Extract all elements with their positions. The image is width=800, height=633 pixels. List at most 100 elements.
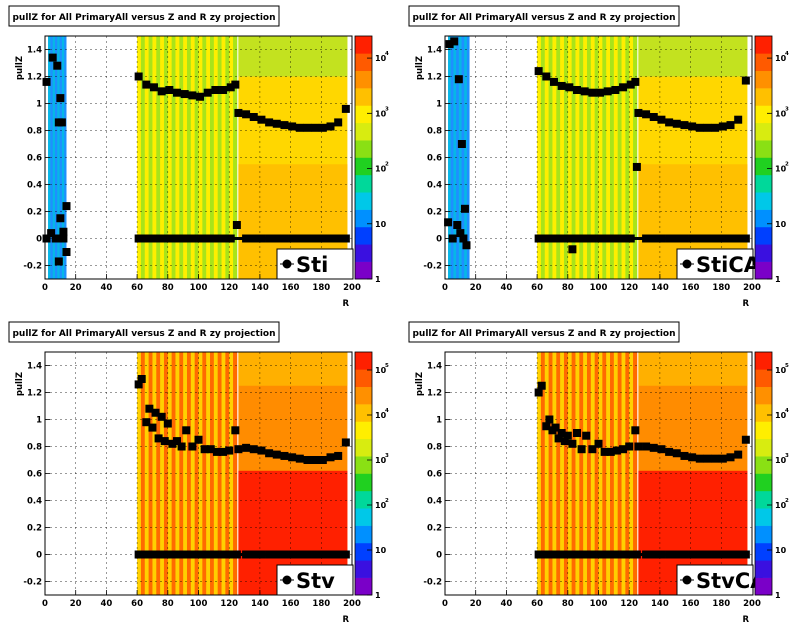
colorbar-band xyxy=(755,577,772,596)
region-stripe xyxy=(571,36,576,279)
x-tick-label: 20 xyxy=(70,283,82,293)
colorbar-label: 1 xyxy=(775,591,781,600)
data-point xyxy=(453,221,462,229)
data-point xyxy=(672,449,681,458)
colorbar-band xyxy=(755,140,772,158)
x-tick-label: 100 xyxy=(590,283,608,293)
data-point xyxy=(642,110,651,119)
title-box xyxy=(408,5,680,27)
data-point xyxy=(226,83,235,92)
region-stripe xyxy=(167,36,173,279)
region-stripe xyxy=(171,352,176,595)
colorbar-band xyxy=(355,53,372,72)
data-point xyxy=(168,439,177,448)
colorbar-band xyxy=(755,525,772,544)
data-point xyxy=(257,115,266,124)
data-point xyxy=(295,123,304,132)
data-point xyxy=(62,202,71,211)
x-tick-label: 20 xyxy=(470,599,482,609)
panel-stvca: pullZ for All PrimaryAll versus Z and R … xyxy=(408,321,789,625)
data-point xyxy=(257,446,266,455)
x-tick-label: 140 xyxy=(251,599,269,609)
y-tick-label: 0.4 xyxy=(427,181,442,191)
data-point xyxy=(145,404,154,413)
data-point xyxy=(303,123,312,132)
colorbar-label: 10 xyxy=(775,366,787,375)
region-stripe xyxy=(137,36,142,279)
colorbar-band xyxy=(355,560,372,578)
colorbar-label: 10 xyxy=(775,54,787,63)
data-point xyxy=(703,123,712,132)
y-tick-label: 0.8 xyxy=(427,127,442,137)
y-tick-label: 1.2 xyxy=(27,389,42,399)
colorbar-label: 10 xyxy=(375,165,387,174)
x-tick-label: 80 xyxy=(562,599,574,609)
data-point xyxy=(557,429,566,437)
colorbar-band xyxy=(755,542,772,561)
x-tick-label: 20 xyxy=(70,599,82,609)
colorbar-label: 1 xyxy=(775,275,781,284)
y-axis-label: pullZ xyxy=(415,372,425,396)
region-stripe xyxy=(602,36,607,279)
region-stripe xyxy=(210,36,215,279)
colorbar-label: 10 xyxy=(775,109,787,118)
data-point xyxy=(588,88,597,97)
y-tick-label: -0.2 xyxy=(423,578,442,588)
x-tick-label: 100 xyxy=(590,599,608,609)
data-point xyxy=(560,437,569,446)
data-point xyxy=(580,87,589,96)
y-tick-label: 1.2 xyxy=(427,73,442,83)
data-point xyxy=(542,72,551,81)
data-point xyxy=(594,439,603,448)
data-point xyxy=(657,115,666,124)
data-point xyxy=(54,257,63,266)
y-tick-label: 1.2 xyxy=(427,389,442,399)
colorbar-label-exponent: 3 xyxy=(785,453,789,459)
region-stripe xyxy=(167,352,173,595)
x-tick-label: 120 xyxy=(620,599,638,609)
data-point xyxy=(634,108,643,117)
data-point xyxy=(188,91,197,100)
y-tick-label: 1 xyxy=(436,416,442,426)
colorbar-label: 10 xyxy=(375,501,387,510)
colorbar-band xyxy=(755,352,772,370)
region-stripe xyxy=(206,352,211,595)
colorbar-band xyxy=(355,542,372,561)
x-axis-label: R xyxy=(342,615,349,625)
y-axis-label: pullZ xyxy=(415,56,425,80)
colorbar-band xyxy=(755,192,772,210)
data-point xyxy=(137,375,146,383)
data-point xyxy=(741,76,750,85)
data-point xyxy=(611,86,620,94)
colorbar-label: 10 xyxy=(375,109,387,118)
legend-label: StiCA xyxy=(696,253,761,277)
y-tick-label: 0.2 xyxy=(27,208,42,218)
data-point xyxy=(642,442,651,451)
region-stripe xyxy=(606,36,611,279)
colorbar-label: 10 xyxy=(375,54,387,63)
data-point xyxy=(188,442,197,451)
x-tick-label: 120 xyxy=(220,283,238,293)
data-point xyxy=(249,445,258,454)
colorbar-label-exponent: 5 xyxy=(385,363,389,369)
data-point xyxy=(734,115,743,124)
data-point xyxy=(163,419,172,428)
data-point xyxy=(42,234,51,243)
y-tick-label: 0.6 xyxy=(427,470,442,480)
colorbar-band xyxy=(355,438,372,457)
colorbar-band xyxy=(355,577,372,596)
data-point xyxy=(56,214,65,223)
region-stripe xyxy=(225,36,230,279)
data-point xyxy=(219,447,228,456)
x-tick-label: 40 xyxy=(500,283,512,293)
data-point xyxy=(265,449,274,458)
x-tick-label: 60 xyxy=(131,599,143,609)
region-peak-top xyxy=(638,352,748,386)
data-point xyxy=(542,422,551,431)
x-tick-label: 20 xyxy=(470,283,482,293)
data-point xyxy=(457,140,466,148)
y-tick-label: 1.4 xyxy=(27,46,42,56)
y-tick-label: 1.2 xyxy=(27,73,42,83)
data-point xyxy=(151,408,160,417)
data-point xyxy=(577,445,586,454)
